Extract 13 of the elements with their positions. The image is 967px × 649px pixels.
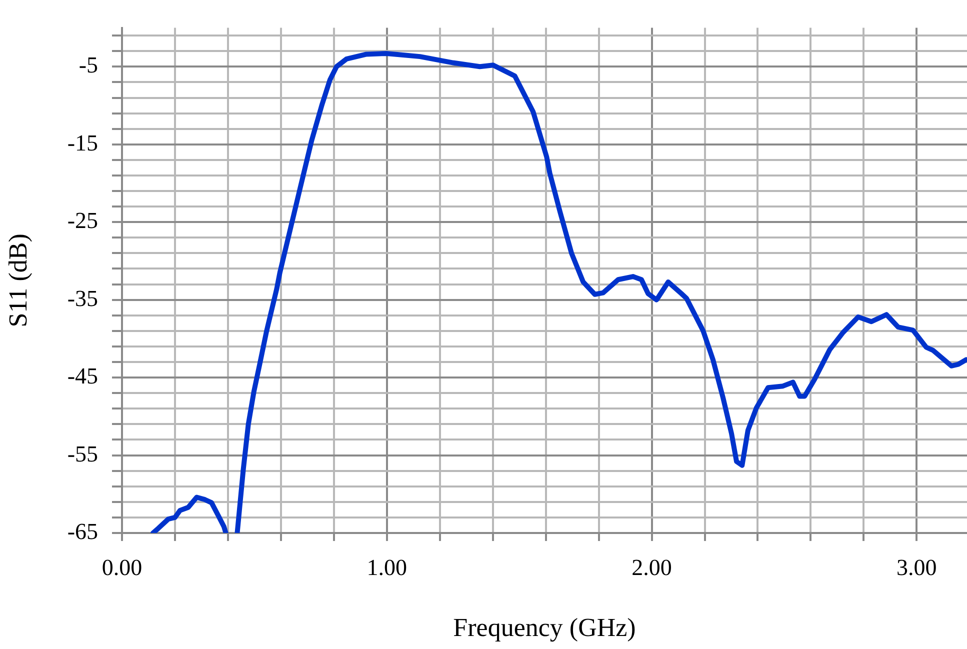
y-tick-label: -45 <box>67 364 98 389</box>
x-tick-label: 3.00 <box>896 554 937 580</box>
y-tick-label: -25 <box>67 208 98 234</box>
y-tick-label: -55 <box>67 441 98 466</box>
x-axis-title: Frequency (GHz) <box>453 613 636 642</box>
y-tick-label: -5 <box>78 52 98 78</box>
y-axis-title: S11 (dB) <box>3 234 32 328</box>
x-tick-label: 2.00 <box>632 554 672 580</box>
y-tick-label: -15 <box>67 130 98 156</box>
x-tick-label: 1.00 <box>366 554 408 580</box>
y-tick-label: -65 <box>67 519 98 544</box>
x-tick-label: 0.00 <box>102 554 142 580</box>
y-tick-label: -35 <box>67 286 98 311</box>
